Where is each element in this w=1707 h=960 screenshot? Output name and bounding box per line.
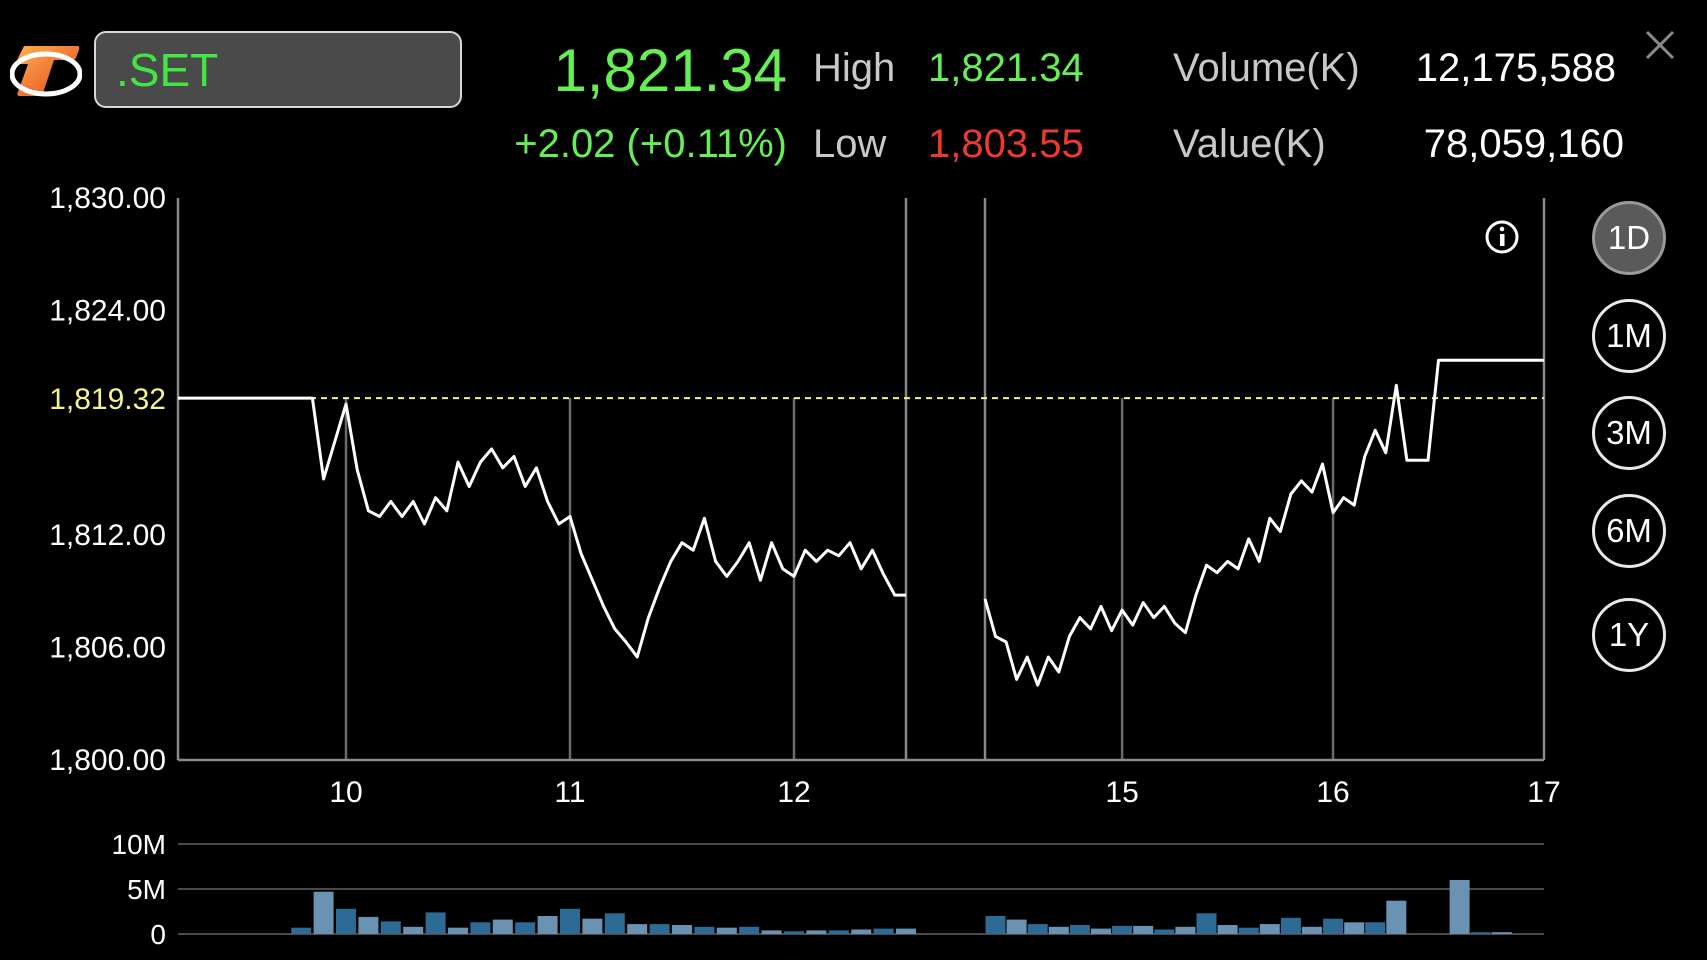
- volume-bar: [1175, 926, 1196, 934]
- volume-bar: [1196, 913, 1217, 934]
- volume-bar: [1027, 924, 1048, 934]
- volume-y-tick-label: 10M: [112, 829, 166, 860]
- volume-bar: [1323, 918, 1344, 934]
- volume-bar: [1006, 919, 1027, 934]
- volume-bar: [358, 916, 379, 934]
- volume-bar: [851, 929, 872, 934]
- value-value: 78,059,160: [1423, 122, 1624, 166]
- volume-bar: [1133, 925, 1154, 934]
- high-label: High: [813, 46, 896, 90]
- volume-bar: [313, 891, 334, 934]
- volume-bar: [694, 926, 715, 934]
- volume-bar: [761, 930, 782, 934]
- price-line-morning: [178, 396, 906, 659]
- volume-bar: [1112, 925, 1133, 934]
- volume-bar: [560, 908, 580, 934]
- low-value: 1,803.55: [928, 122, 1084, 166]
- volume-bar: [739, 926, 760, 934]
- timeframe-3m-button[interactable]: 3M: [1592, 396, 1666, 470]
- x-tick-label: 15: [1105, 776, 1138, 809]
- high-value: 1,821.34: [928, 46, 1084, 90]
- volume-bar: [716, 927, 737, 934]
- x-tick-label: 10: [329, 776, 362, 809]
- volume-bar: [1386, 900, 1407, 934]
- volume-bar: [784, 931, 804, 934]
- low-label: Low: [813, 122, 887, 166]
- info-icon[interactable]: [1485, 220, 1519, 254]
- volume-bar: [806, 930, 827, 934]
- volume-bar: [1217, 925, 1238, 934]
- volume-bar: [627, 924, 648, 934]
- volume-bar: [470, 922, 491, 934]
- volume-y-tick-label: 0: [150, 919, 166, 950]
- volume-bar: [537, 916, 558, 934]
- volume-y-tick-label: 5M: [127, 874, 166, 905]
- volume-bar: [425, 912, 446, 934]
- y-tick-label: 1,812.00: [49, 519, 166, 552]
- y-tick-label: 1,800.00: [49, 744, 166, 777]
- symbol-input[interactable]: .SET: [94, 31, 462, 108]
- volume-bar: [1238, 927, 1259, 934]
- volume-bar: [1154, 929, 1175, 934]
- volume-bar: [1491, 932, 1512, 934]
- close-icon[interactable]: [1643, 28, 1677, 62]
- volume-bar: [1449, 880, 1470, 934]
- volume-bar: [492, 919, 513, 934]
- price-change: +2.02 (+0.11%): [514, 122, 787, 166]
- volume-bar: [1302, 926, 1322, 934]
- volume-bar: [672, 925, 692, 934]
- timeframe-6m-button[interactable]: 6M: [1592, 494, 1666, 568]
- volume-bar: [1091, 928, 1111, 934]
- volume-bar: [649, 924, 670, 934]
- timeframe-1y-button[interactable]: 1Y: [1592, 598, 1666, 672]
- volume-bar: [1365, 922, 1386, 934]
- y-tick-label: 1,830.00: [49, 182, 166, 215]
- symbol-text: .SET: [116, 44, 219, 96]
- volume-bar: [515, 922, 536, 934]
- volume-bar: [1280, 917, 1301, 934]
- timeframe-1d-button[interactable]: 1D: [1592, 201, 1666, 275]
- volume-bar: [448, 927, 468, 934]
- x-tick-label: 16: [1316, 776, 1349, 809]
- volume-bar: [1344, 922, 1365, 934]
- app-logo-icon: [10, 46, 82, 97]
- timeframe-1m-button[interactable]: 1M: [1592, 299, 1666, 373]
- x-tick-label: 11: [554, 776, 585, 809]
- x-tick-label: 12: [777, 776, 810, 809]
- volume-bar: [873, 928, 894, 934]
- volume-bar: [896, 928, 916, 934]
- volume-bar: [380, 921, 401, 934]
- volume-bar: [336, 908, 356, 934]
- volume-label: Volume(K): [1173, 46, 1360, 90]
- volume-value: 12,175,588: [1415, 46, 1616, 90]
- price-line-afternoon: [983, 358, 1544, 687]
- value-label: Value(K): [1173, 122, 1326, 166]
- prev-close-label: 1,819.32: [49, 383, 166, 416]
- y-tick-label: 1,806.00: [49, 632, 166, 665]
- last-price: 1,821.34: [553, 37, 787, 104]
- volume-bar: [291, 927, 312, 934]
- volume-bar: [1259, 924, 1280, 934]
- volume-bar: [403, 926, 424, 934]
- volume-bar: [582, 918, 603, 934]
- y-tick-label: 1,824.00: [49, 294, 166, 327]
- x-tick-label: 17: [1527, 776, 1560, 809]
- volume-bar: [604, 913, 625, 934]
- volume-bar: [985, 916, 1006, 934]
- volume-bar: [1069, 925, 1090, 934]
- volume-bar: [1470, 932, 1491, 934]
- volume-bar: [828, 930, 849, 934]
- volume-bar: [1048, 926, 1069, 934]
